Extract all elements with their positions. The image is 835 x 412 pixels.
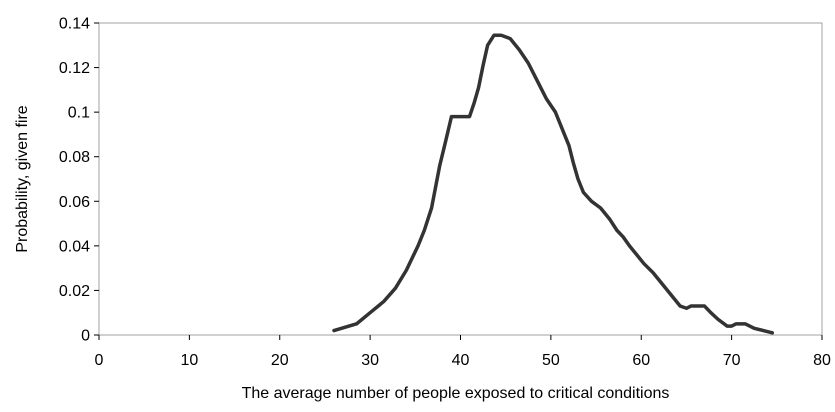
series-line [332,33,775,335]
x-tick-label: 70 [723,352,741,369]
y-tick-label: 0.14 [59,16,90,33]
x-axis-ticks: 0 10 20 30 40 50 60 70 80 [95,335,831,369]
y-tick-label: 0.02 [59,283,90,300]
y-tick-label: 0 [81,328,90,345]
y-tick-label: 0.06 [59,194,90,211]
x-tick-label: 30 [361,352,379,369]
x-axis-title: The average number of people exposed to … [242,385,670,402]
y-axis-ticks: 0 0.02 0.04 0.06 0.08 0.1 0.12 0.14 [59,16,99,345]
x-tick-label: 40 [452,352,470,369]
x-tick-label: 60 [632,352,650,369]
y-tick-label: 0.1 [68,105,90,122]
series-layer [332,33,775,335]
x-tick-label: 10 [180,352,198,369]
y-axis-title: Probability, given fire [14,105,31,252]
y-tick-label: 0.04 [59,238,90,255]
x-tick-label: 0 [95,352,104,369]
y-tick-label: 0.12 [59,60,90,77]
y-tick-label: 0.08 [59,149,90,166]
x-tick-label: 20 [271,352,289,369]
plot-area [98,22,823,336]
x-tick-label: 50 [542,352,560,369]
plot-frame [98,22,823,336]
x-tick-label: 80 [813,352,831,369]
